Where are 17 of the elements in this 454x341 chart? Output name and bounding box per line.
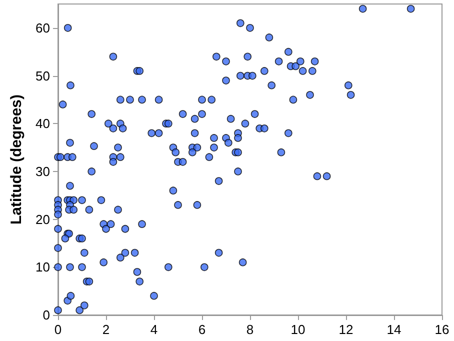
y-tick-label: 0: [42, 308, 50, 322]
x-tick-label: 0: [54, 322, 62, 337]
y-tick-label: 30: [36, 164, 50, 179]
x-tick-label: 2: [102, 322, 110, 337]
y-tick-label: 40: [36, 116, 50, 132]
x-tick-label: 6: [198, 322, 206, 337]
x-tick-label: 12: [338, 322, 354, 337]
y-tick-label: 60: [36, 20, 50, 36]
x-tick-label: 10: [290, 322, 306, 337]
x-tick-label: 14: [386, 322, 402, 337]
y-tick-label: 50: [36, 68, 50, 84]
y-tick-label: 20: [36, 212, 50, 227]
y-axis-title: Latitude (degrees): [8, 94, 25, 225]
x-tick-label: 4: [150, 322, 158, 337]
x-tick-label: 16: [434, 322, 450, 337]
y-tick-label: 10: [36, 260, 50, 275]
x-tick-label: 8: [246, 322, 254, 337]
